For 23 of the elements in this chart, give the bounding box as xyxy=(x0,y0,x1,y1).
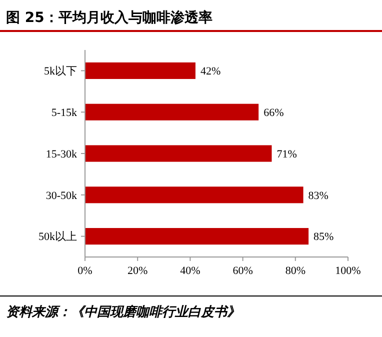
y-tick-label: 5k以下 xyxy=(44,64,77,78)
data-label: 66% xyxy=(264,106,284,119)
x-tick-label: 60% xyxy=(232,265,253,277)
bar xyxy=(85,186,304,204)
bar xyxy=(85,228,309,245)
y-tick-label: 15-30k xyxy=(46,148,78,160)
chart-title: 图 25：平均月收入与咖啡渗透率 xyxy=(6,9,212,26)
text: 资料来源：《中国现磨咖啡行业白皮书》 xyxy=(6,304,240,320)
bar xyxy=(85,145,272,162)
bar xyxy=(85,104,259,120)
y-tick-label: 50k以上 xyxy=(38,230,77,244)
x-tick-label: 100% xyxy=(335,265,361,277)
bar xyxy=(85,62,196,79)
data-label: 83% xyxy=(308,190,328,202)
x-tick-label: 80% xyxy=(285,265,306,277)
data-label: 42% xyxy=(200,66,221,78)
y-tick-label: 5-15k xyxy=(51,106,78,119)
x-tick-label: 0% xyxy=(78,265,92,277)
x-tick-label: 40% xyxy=(180,265,200,277)
x-tick-label: 20% xyxy=(128,265,148,277)
data-label: 85% xyxy=(314,231,334,244)
data-label: 71% xyxy=(276,148,297,160)
y-tick-label: 30-50k xyxy=(46,190,78,202)
